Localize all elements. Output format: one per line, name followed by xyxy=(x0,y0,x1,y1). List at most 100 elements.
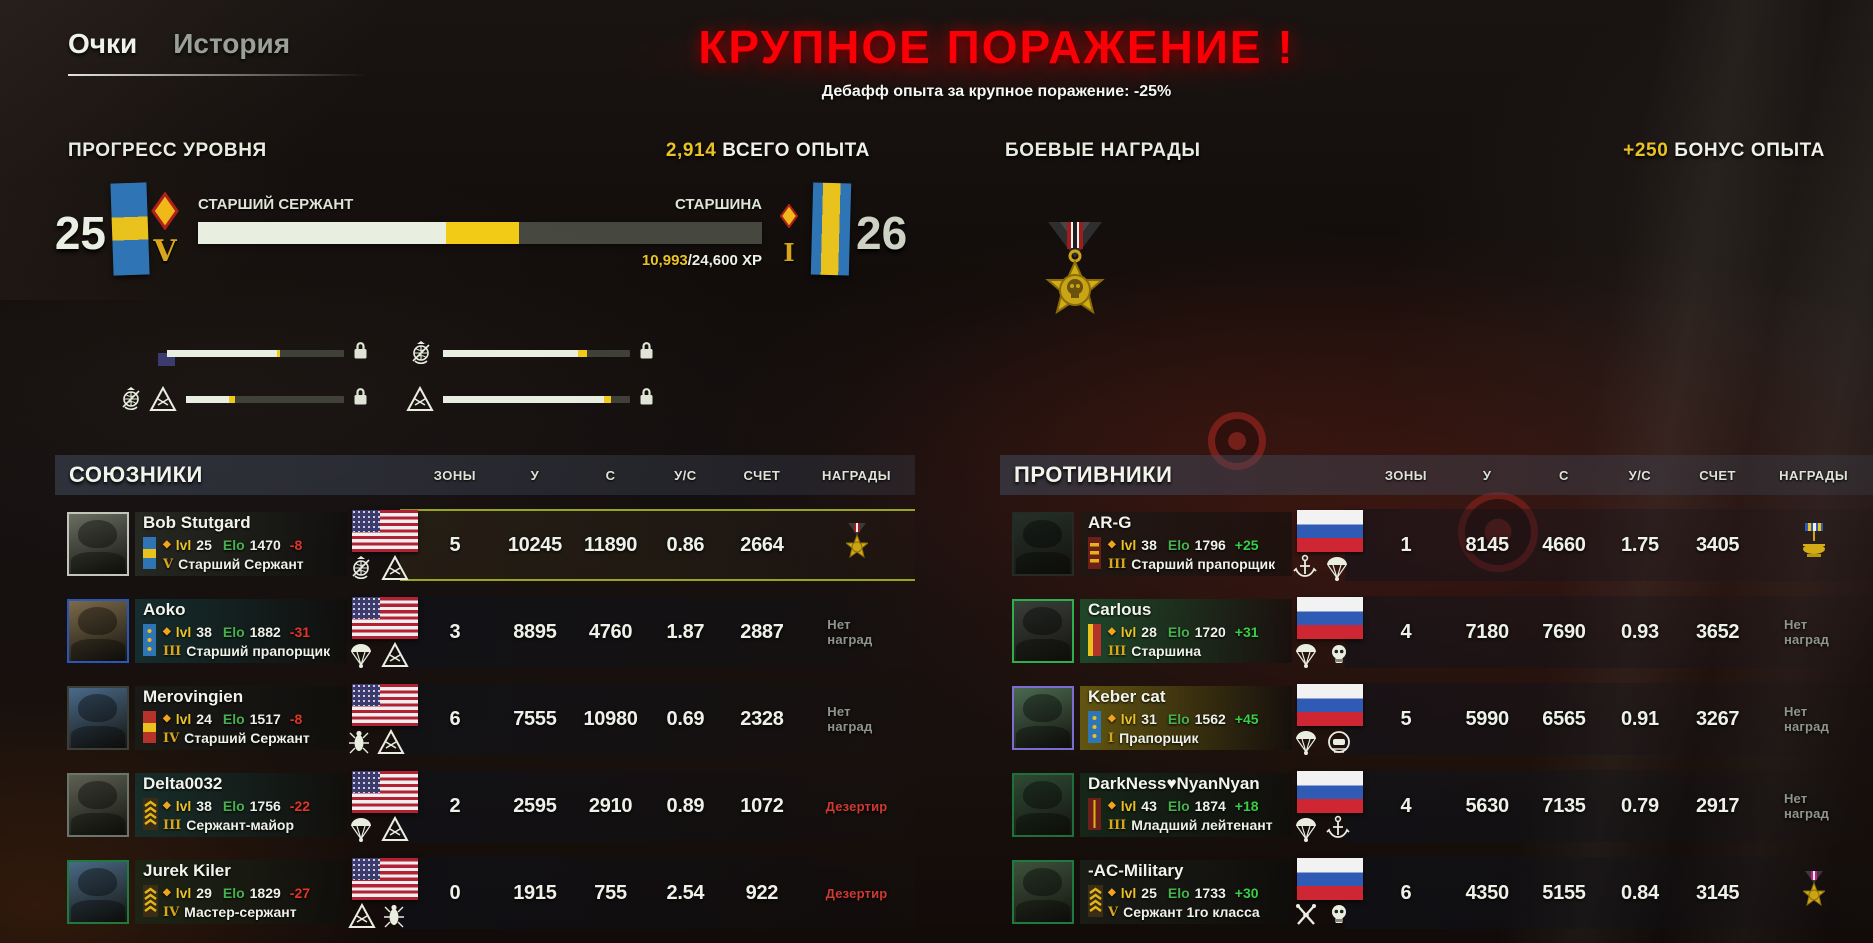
player-stats-line: ◆ lvl 43 Elo 1874 +18 xyxy=(1108,798,1259,814)
lock-icon xyxy=(354,342,367,359)
zones-value: 1 xyxy=(1400,533,1412,556)
player-rank-line: III Сержант-майор xyxy=(163,817,294,833)
star-medal-icon xyxy=(844,523,869,559)
enemy-player-row[interactable]: AR-G ◆ lvl 38 Elo 1796 +25 III Старший прапорщик… xyxy=(1000,505,1873,585)
player-nameplate: DarkNess♥NyanNyan ◆ lvl 43 Elo 1874 +18 III Млад… xyxy=(1080,773,1292,837)
lvl-value: 38 xyxy=(196,798,212,814)
col-kills: У xyxy=(1482,467,1492,483)
lvl-value: 43 xyxy=(1141,798,1157,814)
elo-delta: +18 xyxy=(1234,798,1259,814)
zones-value: 0 xyxy=(449,881,461,904)
player-badges xyxy=(1293,815,1350,843)
award-medal xyxy=(1801,869,1827,917)
elo-delta: -8 xyxy=(289,537,303,553)
rank-numeral: III xyxy=(1108,643,1127,659)
player-avatar xyxy=(1012,686,1074,750)
skull-badge-icon xyxy=(1326,642,1352,668)
player-name: Carlous xyxy=(1088,600,1152,619)
score-value: 2887 xyxy=(740,620,784,643)
col-score: СЧЕТ xyxy=(1699,467,1736,483)
rank-name: Старший Сержант xyxy=(184,730,310,746)
row-band xyxy=(400,683,915,755)
para-badge-icon xyxy=(1324,554,1350,582)
player-avatar xyxy=(67,686,129,750)
enemy-player-row[interactable]: Carlous ◆ lvl 28 Elo 1720 +31 III Старшина 4 7180 7… xyxy=(1000,592,1873,672)
weapon-xp-track xyxy=(443,349,630,357)
elo-value: 1562 xyxy=(1194,711,1226,727)
current-level: 25 xyxy=(54,207,106,259)
kd-value: 0.79 xyxy=(1621,794,1659,817)
total-xp-value: 2,914 xyxy=(665,140,717,161)
kills-value: 7180 xyxy=(1465,620,1509,643)
cross-badge-icon xyxy=(1293,902,1319,928)
deaths-value: 5155 xyxy=(1542,881,1586,904)
kd-value: 0.93 xyxy=(1621,620,1659,643)
title-glow xyxy=(616,20,1377,96)
rank-numeral: V xyxy=(163,556,174,572)
lvl-label: lvl xyxy=(175,624,192,640)
us-flag-icon xyxy=(352,858,418,900)
ally-player-row[interactable]: Aoko ◆ lvl 38 Elo 1882 -31 III Старший прапорщик… xyxy=(55,592,915,672)
kd-value: 1.87 xyxy=(666,620,705,643)
player-nameplate: Merovingien ◆ lvl 24 Elo 1517 -8 IV Старший Серж… xyxy=(135,686,347,750)
elo-value: 1733 xyxy=(1194,885,1226,901)
enemy-player-row[interactable]: Keber cat ◆ lvl 31 Elo 1562 +45 I Прапорщик 5 5990… xyxy=(1000,679,1873,759)
score-value: 3652 xyxy=(1695,620,1740,643)
ega-icon xyxy=(408,339,434,367)
weapon-progress-bar xyxy=(394,338,654,368)
ally-player-row[interactable]: Merovingien ◆ lvl 24 Elo 1517 -8 IV Старший Серж… xyxy=(55,679,915,759)
ally-player-row[interactable]: Delta0032 ◆ lvl 38 Elo 1756 -22 III Сержант-майо… xyxy=(55,766,915,846)
tab-scores[interactable]: Очки xyxy=(68,28,138,59)
rank-numeral: III xyxy=(1108,817,1127,833)
elo-value: 1720 xyxy=(1194,624,1226,640)
xp-total: /24,600 XP xyxy=(687,252,762,269)
rank-numeral: III xyxy=(163,643,182,659)
deaths-value: 6565 xyxy=(1542,707,1586,730)
deserter-label: Дезертир xyxy=(825,885,888,901)
kills-value: 10245 xyxy=(507,533,562,556)
lock-icon xyxy=(639,387,654,411)
deaths-value: 7135 xyxy=(1542,794,1586,817)
elo-value: 1517 xyxy=(249,711,281,727)
zones-value: 5 xyxy=(1400,707,1412,730)
deaths-value: 4660 xyxy=(1542,533,1586,556)
diamond-icon: ◆ xyxy=(163,713,171,724)
elo-value: 1796 xyxy=(1194,537,1226,553)
kills-value: 5990 xyxy=(1465,707,1509,730)
enemies-table: ПРОТИВНИКИ ЗОНЫ У С У/С СЧЕТ НАГРАДЫ AR-… xyxy=(1000,455,1873,943)
ally-player-row[interactable]: Bob Stutgard ◆ lvl 25 Elo 1470 -8 V Старший Серж… xyxy=(55,505,915,585)
col-kd: У/С xyxy=(1628,467,1652,483)
rank-name: Мастер-сержант xyxy=(184,904,297,920)
tri-badge-icon xyxy=(381,555,409,581)
enemy-player-row[interactable]: -AC-Military ◆ lvl 25 Elo 1733 +30 V Сержант 1го… xyxy=(1000,853,1873,933)
row-band xyxy=(1345,857,1873,929)
elo-value: 1882 xyxy=(249,624,281,640)
para-badge-icon xyxy=(1293,815,1319,843)
weapon-progress-bar xyxy=(394,384,654,414)
rank-name: Прапорщик xyxy=(1119,730,1199,746)
lvl-value: 28 xyxy=(1141,624,1157,640)
zones-value: 4 xyxy=(1400,794,1412,817)
enemy-player-row[interactable]: DarkNess♥NyanNyan ◆ lvl 43 Elo 1874 +18 III Млад… xyxy=(1000,766,1873,846)
elo-delta: +30 xyxy=(1234,885,1259,901)
skull-star-medal-icon[interactable] xyxy=(1038,222,1112,339)
player-rank-line: III Старшина xyxy=(1108,643,1201,659)
lvl-value: 25 xyxy=(196,537,212,553)
lvl-value: 38 xyxy=(196,624,212,640)
us-flag-icon xyxy=(352,684,418,726)
player-name: AR-G xyxy=(1088,513,1132,532)
anchor-badge-icon xyxy=(1293,554,1317,582)
player-rank-line: III Младший лейтенант xyxy=(1108,817,1273,833)
para-badge-icon xyxy=(348,815,374,843)
player-name: -AC-Military xyxy=(1088,861,1184,880)
deaths-value: 2910 xyxy=(588,794,633,817)
ally-player-row[interactable]: Jurek Kiler ◆ lvl 29 Elo 1829 -27 IV Мастер-серж… xyxy=(55,853,915,933)
zones-value: 6 xyxy=(449,707,461,730)
tab-history[interactable]: История xyxy=(173,28,291,59)
bug-badge-icon xyxy=(348,728,370,756)
elo-delta: +45 xyxy=(1234,711,1259,727)
score-value: 3267 xyxy=(1695,707,1740,730)
kills-value: 4350 xyxy=(1465,881,1509,904)
elo-value: 1874 xyxy=(1194,798,1226,814)
helicopter-medal-icon xyxy=(1802,523,1825,557)
